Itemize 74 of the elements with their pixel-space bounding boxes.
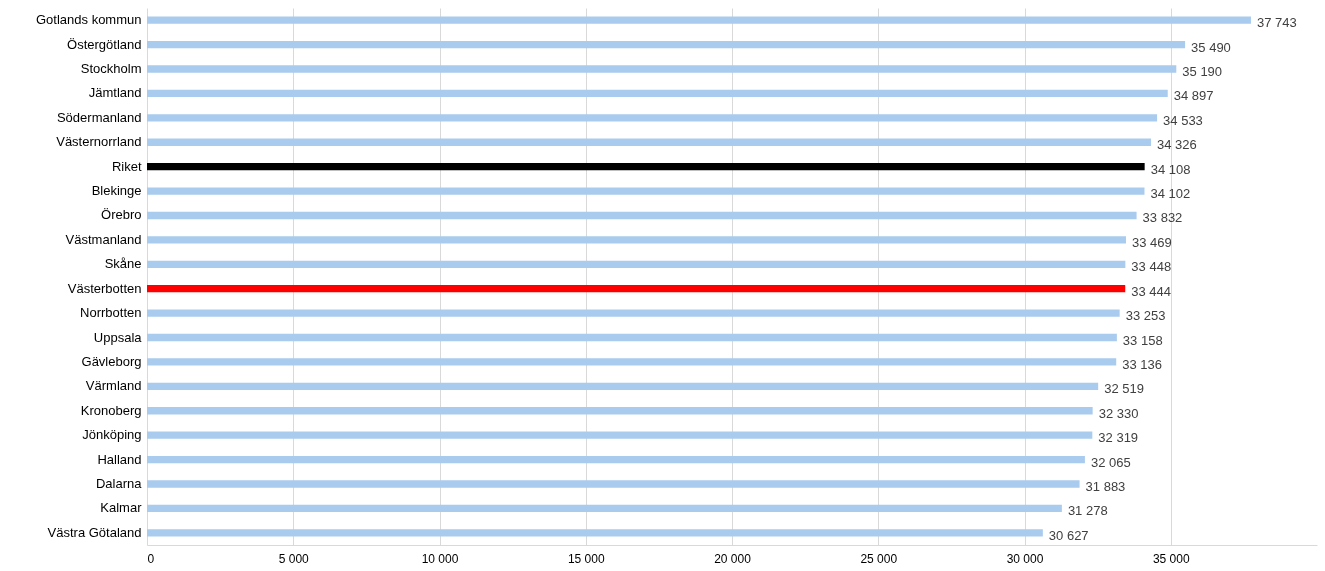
bar (147, 163, 1145, 171)
data-label: 34 533 (1163, 112, 1203, 128)
data-label: 35 490 (1191, 39, 1231, 55)
x-tick-label: 15 000 (567, 551, 605, 566)
bar (147, 358, 1117, 366)
bar (147, 529, 1043, 537)
y-tick-label: Jönköping (82, 427, 142, 443)
x-tick-label: 0 (147, 551, 155, 566)
data-label: 33 832 (1142, 210, 1183, 226)
data-label: 34 326 (1157, 137, 1197, 153)
data-label: 33 158 (1122, 332, 1163, 348)
bar (147, 16, 1251, 24)
y-tick-label: Gävleborg (81, 353, 142, 369)
y-tick-label: Västernorrland (56, 134, 142, 150)
y-tick-label: Västra Götaland (47, 524, 142, 540)
y-tick-label: Norrbotten (80, 305, 142, 321)
bar (147, 236, 1126, 244)
bar (147, 89, 1168, 98)
y-tick-label: Uppsala (93, 329, 143, 345)
y-tick-label: Skåne (104, 256, 142, 272)
y-tick-label: Östergötland (67, 36, 142, 52)
data-label: 33 469 (1131, 234, 1172, 250)
y-tick-label: Riket (111, 158, 142, 174)
y-tick-label: Västmanland (65, 231, 142, 247)
y-tick-label: Värmland (85, 378, 142, 394)
bar (147, 382, 1099, 390)
y-tick-label: Södermanland (56, 109, 142, 125)
y-tick-label: Dalarna (95, 475, 143, 491)
bar (147, 333, 1117, 342)
data-label: 31 278 (1067, 503, 1108, 519)
data-label: 34 102 (1150, 186, 1191, 202)
bar (147, 480, 1080, 488)
data-label: 33 444 (1131, 283, 1171, 299)
y-tick-label: Kalmar (100, 500, 143, 516)
data-label: 32 319 (1098, 430, 1139, 446)
x-tick-label: 10 000 (421, 551, 459, 566)
bar (147, 40, 1186, 49)
data-label: 32 330 (1098, 405, 1139, 421)
y-tick-label: Jämtland (88, 85, 142, 101)
bar (147, 407, 1093, 415)
data-label: 32 519 (1104, 381, 1144, 397)
data-label: 31 883 (1085, 478, 1126, 494)
bar (147, 455, 1085, 464)
data-label: 33 448 (1131, 259, 1172, 275)
bar (147, 187, 1145, 195)
x-tick-label: 5 000 (278, 551, 310, 566)
data-label: 30 627 (1048, 527, 1089, 543)
data-label: 35 190 (1182, 64, 1223, 80)
x-tick-label: 25 000 (860, 551, 898, 566)
bar (147, 431, 1093, 439)
bar (147, 260, 1126, 268)
bar (147, 504, 1062, 513)
y-tick-label: Halland (97, 451, 142, 467)
x-tick-label: 35 000 (1152, 551, 1190, 566)
x-tick-label: 30 000 (1006, 551, 1044, 566)
bar (147, 285, 1126, 293)
bar (147, 138, 1152, 146)
bar (147, 211, 1137, 220)
y-tick-label: Västerbotten (67, 280, 142, 296)
data-label: 33 253 (1125, 308, 1166, 324)
y-tick-label: Kronoberg (80, 402, 142, 418)
data-label: 33 136 (1122, 356, 1162, 372)
bar (147, 309, 1120, 317)
y-tick-label: Blekinge (91, 183, 142, 199)
data-label: 32 065 (1090, 454, 1131, 470)
data-label: 34 108 (1150, 161, 1191, 177)
y-tick-label: Gotlands kommun (36, 12, 142, 28)
bar (147, 114, 1158, 122)
x-tick-label: 20 000 (714, 551, 752, 566)
y-tick-label: Stockholm (80, 61, 142, 77)
data-label: 37 743 (1256, 15, 1297, 31)
y-tick-label: Örebro (101, 207, 142, 223)
data-label: 34 897 (1173, 88, 1214, 104)
bar (147, 65, 1177, 73)
